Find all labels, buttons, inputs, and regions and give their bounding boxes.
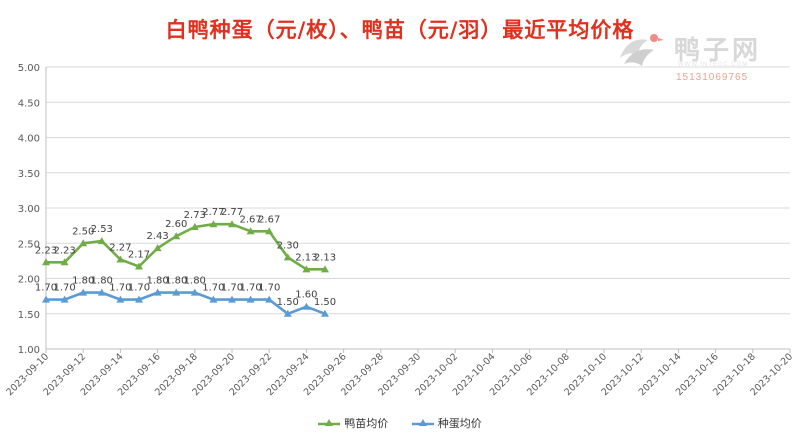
data-point: [60, 295, 69, 303]
axes: [45, 67, 791, 353]
data-label: 2.30: [277, 240, 299, 251]
data-label: 2.73: [184, 210, 206, 221]
data-label: 1.50: [314, 297, 336, 308]
y-tick-label: 2.00: [18, 275, 40, 286]
data-label: 1.70: [53, 283, 75, 294]
data-label: 1.80: [184, 276, 206, 287]
data-point: [190, 223, 199, 231]
duckling-price-line: [46, 222, 325, 271]
data-point: [135, 295, 143, 303]
data-point: [116, 255, 125, 263]
data-label: 1.70: [239, 283, 261, 294]
legend-item-egg: 种蛋均价: [411, 415, 482, 431]
legend-label-egg: 种蛋均价: [437, 417, 482, 430]
y-tick-label: 1.50: [18, 310, 40, 321]
data-label: 1.70: [35, 283, 57, 294]
data-point: [135, 262, 143, 270]
data-label: 1.70: [221, 283, 243, 294]
line-chart: 1.00 1.50 2.00 2.50 3.00 3.50 4.00 4.50 5.00 202…: [4, 63, 795, 398]
legend: 鸭苗均价 种蛋均价: [0, 415, 800, 431]
data-point: [172, 288, 181, 296]
data-label: 1.70: [258, 283, 280, 294]
data-point: [228, 295, 236, 303]
data-label: 2.67: [258, 214, 280, 225]
chart-title: 白鸭种蛋（元/枚）、鸭苗（元/羽）最近平均价格: [165, 18, 635, 42]
y-tick-label: 3.50: [18, 169, 40, 180]
gridlines: [46, 66, 790, 315]
data-label: 1.70: [109, 283, 131, 294]
y-tick-label: 1.00: [18, 345, 40, 356]
data-point: [116, 295, 125, 303]
watermark: 鸭子网 WWW.INTEDC.COM 15131069765: [614, 28, 794, 88]
data-point: [302, 302, 311, 310]
data-point: [321, 309, 329, 317]
data-label: 1.70: [202, 283, 224, 294]
duck-logo-icon: [620, 34, 664, 66]
legend-swatch-duckling: [318, 418, 341, 428]
data-label: 2.13: [295, 252, 317, 263]
data-point: [190, 288, 199, 296]
data-label: 2.23: [35, 245, 57, 256]
data-label: 2.43: [146, 231, 168, 242]
data-point: [97, 288, 106, 296]
data-point: [265, 295, 274, 303]
data-point: [42, 295, 50, 303]
data-label: 1.80: [146, 276, 168, 287]
data-point: [246, 227, 255, 235]
data-point: [79, 288, 88, 296]
watermark-name: 鸭子网: [674, 36, 762, 66]
data-point: [209, 295, 218, 303]
data-point: [228, 220, 236, 228]
data-label: 2.77: [202, 207, 224, 218]
data-point: [172, 232, 181, 240]
legend-swatch-egg: [411, 418, 434, 428]
data-point: [246, 295, 255, 303]
legend-label-duckling: 鸭苗均价: [344, 417, 389, 430]
egg-price-line: [46, 291, 326, 316]
data-label: 1.80: [72, 276, 94, 287]
data-label: 2.60: [165, 219, 187, 230]
y-tick-labels: 1.00 1.50 2.00 2.50 3.00 3.50 4.00 4.50 5.00: [18, 63, 40, 356]
data-label: 2.50: [72, 226, 94, 237]
data-point: [97, 237, 106, 245]
data-point: [60, 258, 69, 266]
data-label: 2.17: [128, 250, 150, 261]
data-point: [321, 265, 329, 273]
data-label: 1.60: [295, 290, 317, 301]
data-labels: 2.232.232.502.532.272.172.432.602.732.77…: [35, 207, 336, 308]
series-lines: [42, 220, 329, 317]
y-tick-label: 4.00: [18, 134, 40, 145]
data-label: 2.53: [91, 224, 113, 235]
data-point: [153, 244, 162, 252]
watermark-phone: 15131069765: [676, 72, 749, 83]
legend-item-duckling: 鸭苗均价: [318, 415, 388, 431]
data-label: 1.80: [91, 276, 113, 287]
data-label: 2.27: [109, 242, 131, 253]
data-label: 2.13: [314, 252, 336, 263]
data-point: [79, 239, 88, 247]
data-point: [42, 258, 50, 266]
data-label: 2.67: [239, 214, 261, 225]
y-tick-label: 3.00: [18, 204, 40, 215]
data-point: [302, 265, 311, 273]
data-label: 2.77: [221, 207, 243, 218]
data-label: 2.23: [53, 245, 75, 256]
data-point: [153, 288, 162, 296]
data-label: 1.80: [165, 276, 187, 287]
data-label: 1.70: [128, 283, 150, 294]
data-point: [283, 253, 292, 261]
y-tick-label: 2.50: [18, 239, 40, 250]
data-point: [265, 227, 274, 235]
watermark-url: WWW.INTEDC.COM: [678, 62, 749, 68]
data-point: [209, 220, 218, 228]
x-tick-labels: 2023-09-102023-09-122023-09-142023-09-16…: [4, 351, 795, 398]
data-point: [283, 309, 292, 317]
y-tick-label: 5.00: [18, 63, 40, 74]
data-label: 1.50: [277, 297, 299, 308]
y-tick-label: 4.50: [18, 98, 40, 109]
